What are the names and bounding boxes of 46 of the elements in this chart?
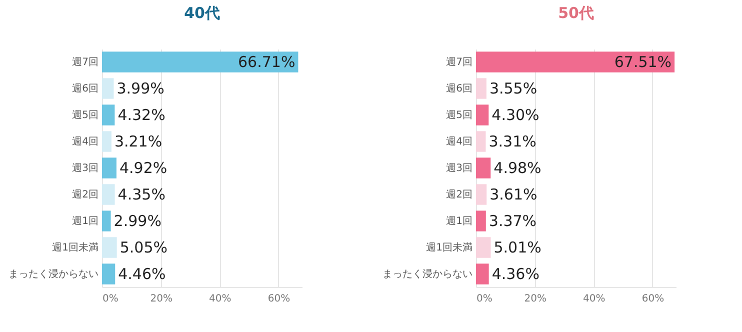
x-tick-label: 20%	[524, 294, 546, 304]
chart-title: 50代	[558, 4, 594, 22]
data-label: 3.21%	[114, 132, 162, 150]
y-tick-label: 週5回	[446, 110, 472, 121]
data-label: 4.98%	[494, 159, 542, 177]
y-tick-label: 週6回	[446, 83, 472, 94]
x-tick-label: 0%	[102, 294, 118, 304]
data-label: 3.37%	[488, 212, 537, 230]
data-label: 4.30%	[492, 106, 540, 124]
x-tick-label: 0%	[476, 294, 492, 304]
y-tick-label: 週2回	[446, 190, 472, 201]
data-label: 4.46%	[118, 265, 166, 284]
y-tick-label: 週1回未満	[426, 242, 472, 254]
data-label: 67.51%	[614, 52, 672, 71]
data-label: 4.32%	[118, 106, 166, 124]
data-label: 2.99%	[114, 212, 162, 230]
y-tick-label: 週2回	[72, 190, 98, 201]
x-tick-label: 60%	[268, 294, 290, 304]
data-label: 3.61%	[490, 186, 538, 204]
data-label: 5.05%	[120, 238, 168, 257]
y-tick-label: 週3回	[446, 163, 472, 174]
y-tick-label: 週4回	[446, 136, 472, 148]
y-tick-label: 週5回	[72, 110, 98, 121]
data-label: 3.99%	[116, 79, 164, 98]
data-label: 66.71%	[238, 52, 296, 71]
y-tick-label: まったく浸からない	[8, 268, 98, 280]
y-tick-label: まったく浸からない	[382, 268, 472, 280]
x-tick-label: 40%	[583, 294, 606, 304]
y-tick-label: 週1回	[446, 216, 472, 228]
y-tick-label: 週3回	[72, 163, 98, 174]
y-tick-label: 週6回	[72, 83, 98, 94]
x-tick-label: 20%	[150, 294, 172, 304]
x-tick-label: 40%	[209, 294, 232, 304]
y-tick-label: 週1回	[72, 216, 98, 228]
data-label: 5.01%	[494, 238, 542, 257]
x-tick-label: 60%	[642, 294, 664, 304]
y-tick-label: 週4回	[72, 136, 98, 148]
data-label: 4.35%	[118, 186, 166, 204]
data-label: 4.36%	[492, 265, 540, 284]
data-label: 3.31%	[488, 132, 536, 150]
data-label: 4.92%	[119, 159, 168, 177]
y-tick-label: 週1回未満	[52, 242, 98, 254]
data-label: 3.55%	[489, 79, 538, 98]
chart-title: 40代	[184, 4, 220, 22]
y-tick-label: 週7回	[72, 56, 98, 68]
y-tick-label: 週7回	[446, 56, 472, 68]
